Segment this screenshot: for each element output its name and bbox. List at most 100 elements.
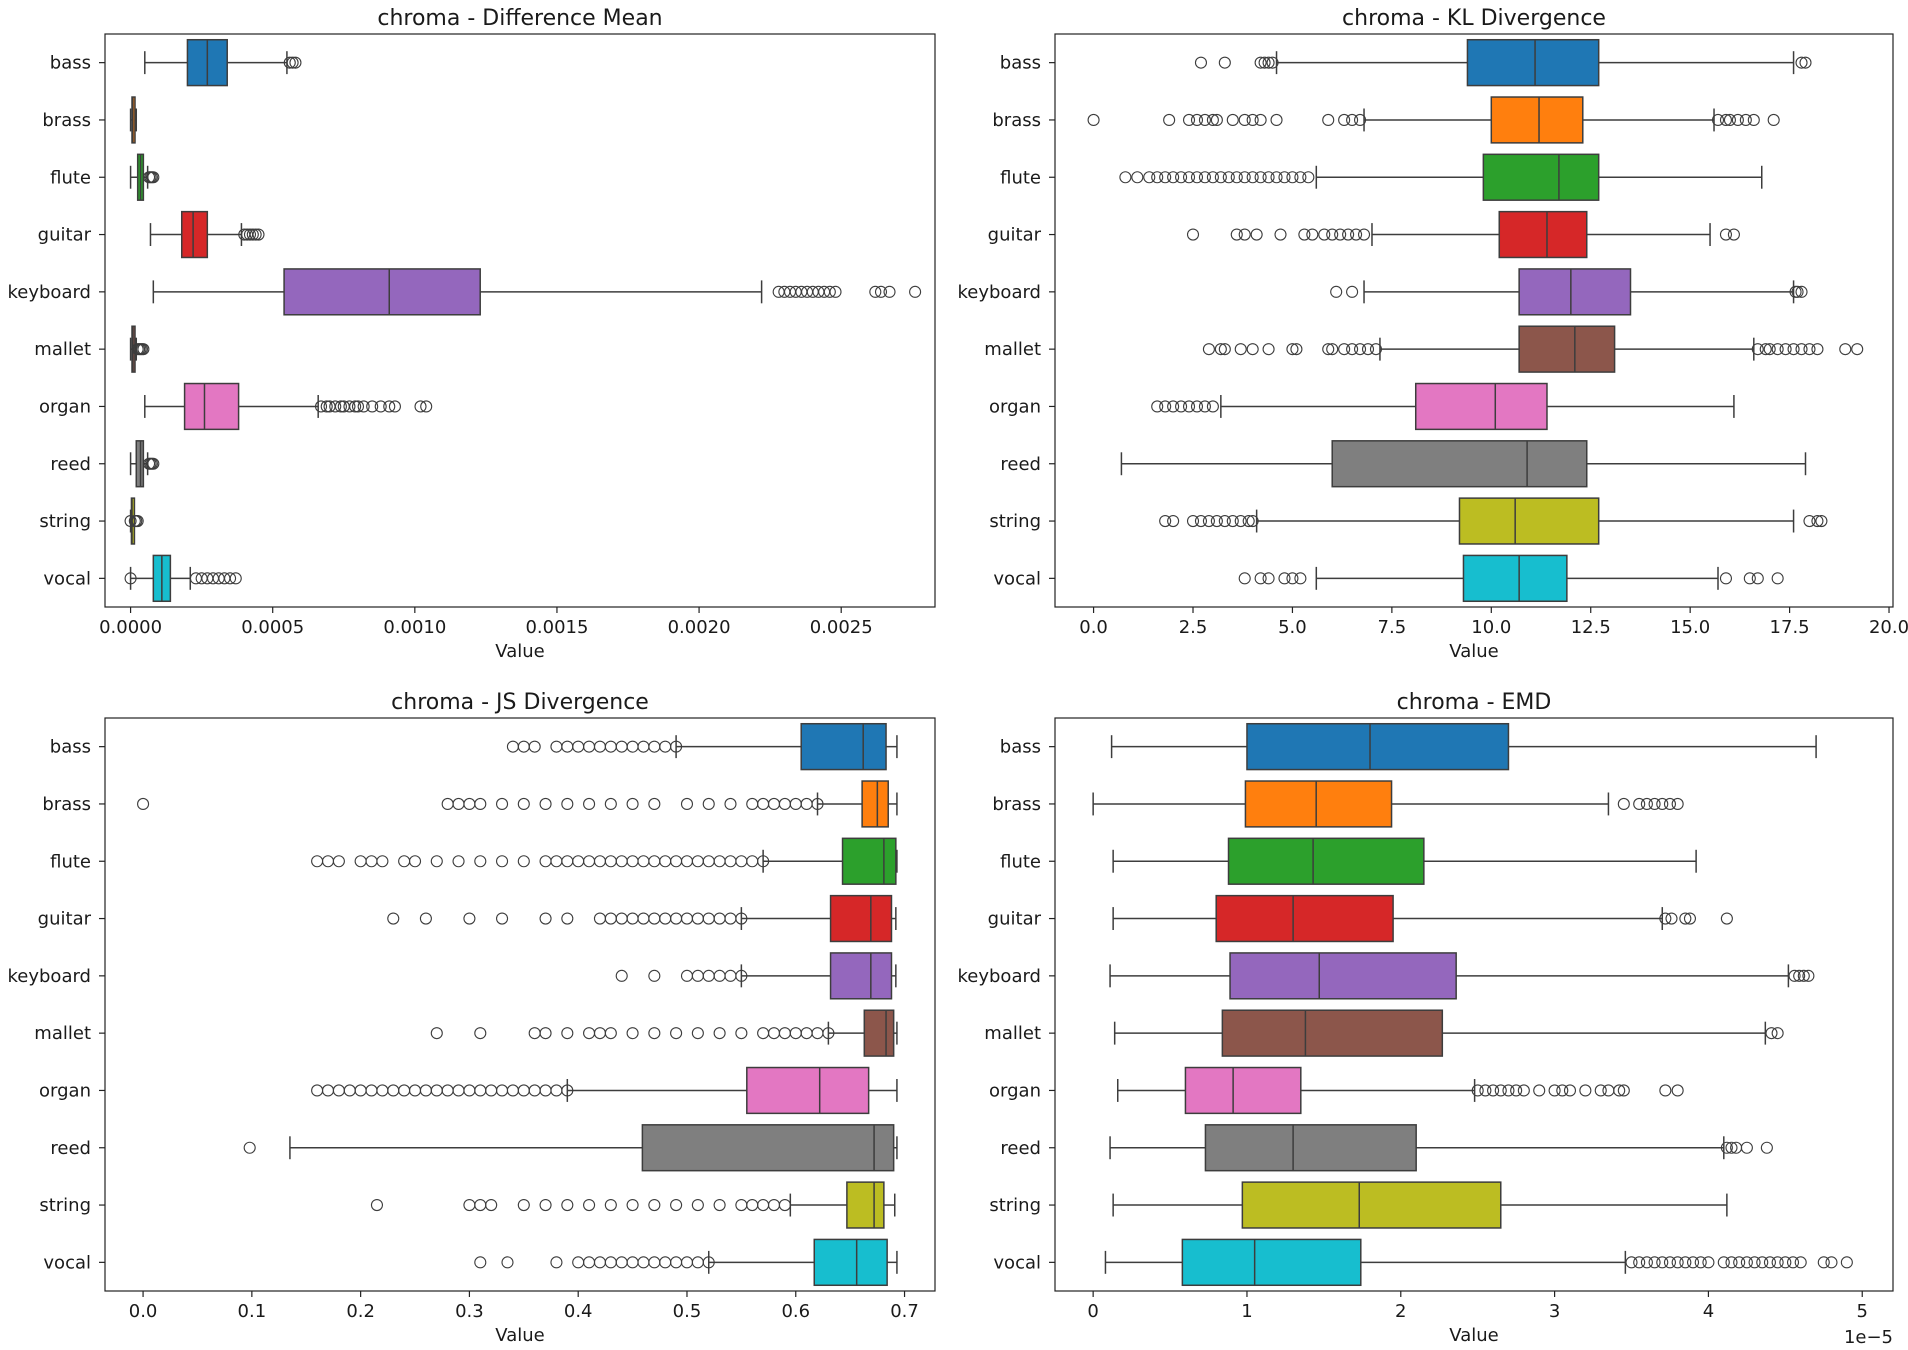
- outlier-point: [1230, 228, 1243, 241]
- x-tick-label: 0.3: [455, 1301, 484, 1322]
- box-iqr: [1466, 38, 1600, 87]
- box-string: [1159, 497, 1828, 545]
- outlier-point: [1298, 228, 1311, 241]
- outlier-point: [329, 400, 342, 413]
- outlier-point: [604, 1199, 617, 1212]
- outlier-point: [1226, 514, 1239, 528]
- x-tick-label: 0.0: [1079, 617, 1108, 638]
- x-axis-label: Value: [495, 641, 544, 662]
- box-vocal: [124, 554, 242, 603]
- outlier-point: [286, 56, 299, 69]
- outlier-point: [1238, 113, 1251, 126]
- y-tick-label: string: [989, 511, 1041, 532]
- outlier-point: [1354, 343, 1367, 356]
- outlier-point: [1326, 228, 1339, 241]
- x-tick-label: 5.0: [1278, 617, 1307, 638]
- outlier-point: [1663, 1256, 1677, 1269]
- outlier-point: [1794, 1256, 1807, 1269]
- outlier-point: [1817, 1256, 1830, 1269]
- outlier-point: [1278, 171, 1291, 184]
- box-organ: [311, 1066, 898, 1115]
- outlier-point: [1330, 285, 1343, 298]
- box-iqr: [1229, 952, 1457, 1000]
- outlier-point: [1625, 1256, 1638, 1269]
- x-tick-label: 0.2: [346, 1301, 375, 1322]
- y-tick-label: vocal: [993, 568, 1041, 589]
- outlier-point: [357, 400, 370, 413]
- outlier-point: [1182, 171, 1196, 184]
- y-tick-label: flute: [1000, 851, 1041, 872]
- outlier-point: [334, 400, 347, 413]
- outlier-point: [1258, 56, 1271, 69]
- y-tick-label: brass: [992, 110, 1041, 131]
- y-tick-label: bass: [1000, 737, 1041, 758]
- outlier-point: [474, 1027, 487, 1040]
- outlier-point: [1671, 797, 1684, 811]
- box-iqr: [1221, 1009, 1444, 1057]
- y-tick-label: bass: [50, 53, 91, 74]
- outlier-point: [1751, 572, 1764, 585]
- outlier-point: [349, 400, 362, 413]
- outlier-point: [496, 797, 509, 811]
- outlier-point: [1751, 343, 1764, 356]
- box-iqr: [1518, 325, 1616, 373]
- outlier-point: [1719, 572, 1733, 585]
- outlier-point: [1198, 400, 1211, 413]
- outlier-point: [1719, 228, 1733, 241]
- box-iqr: [863, 1009, 895, 1057]
- box-bass: [1110, 722, 1817, 771]
- outlier-point: [1246, 514, 1259, 528]
- box-iqr: [813, 1238, 888, 1287]
- outlier-point: [1556, 1084, 1569, 1097]
- outlier-point: [648, 797, 661, 811]
- outlier-point: [517, 855, 530, 868]
- box-iqr: [1414, 382, 1548, 431]
- outlier-point: [1254, 171, 1267, 184]
- outlier-point: [1640, 797, 1653, 811]
- outlier-point: [1743, 572, 1756, 585]
- outlier-point: [376, 855, 389, 868]
- outlier-point: [1143, 171, 1156, 184]
- outlier-point: [1787, 343, 1800, 356]
- outlier-point: [1725, 1141, 1738, 1154]
- x-axis-label: Value: [1449, 641, 1498, 662]
- outlier-point: [1720, 912, 1733, 925]
- x-tick-label: 0.6: [781, 1301, 810, 1322]
- outlier-point: [1254, 113, 1267, 126]
- y-tick-label: organ: [39, 396, 91, 417]
- outlier-point: [366, 400, 379, 413]
- outlier-point: [1175, 400, 1188, 413]
- outlier-point: [1802, 969, 1815, 982]
- outlier-point: [1167, 400, 1180, 413]
- outlier-point: [1286, 343, 1299, 356]
- outlier-point: [823, 285, 836, 298]
- outlier-point: [224, 572, 237, 585]
- y-tick-label: vocal: [993, 1252, 1041, 1273]
- outlier-point: [1190, 113, 1204, 126]
- box-iqr: [1215, 894, 1394, 943]
- box-keyboard: [152, 268, 922, 316]
- chart-title: chroma - EMD: [1397, 690, 1552, 715]
- box-reed: [1109, 1124, 1773, 1172]
- outlier-point: [561, 1084, 574, 1097]
- outlier-point: [1246, 343, 1259, 356]
- box-iqr: [829, 894, 893, 943]
- outlier-point: [1791, 285, 1804, 298]
- y-tick-label: brass: [42, 110, 91, 131]
- outlier-point: [1659, 912, 1672, 925]
- outlier-point: [1686, 1256, 1700, 1269]
- outlier-point: [1163, 113, 1176, 126]
- outlier-point: [1815, 514, 1828, 528]
- box-iqr: [1518, 268, 1632, 316]
- outlier-point: [496, 855, 509, 868]
- outlier-point: [1797, 969, 1810, 982]
- outlier-point: [1286, 572, 1299, 585]
- outlier-point: [1167, 514, 1180, 528]
- outlier-point: [1119, 171, 1132, 184]
- outlier-point: [626, 1027, 639, 1040]
- box-organ: [1151, 382, 1735, 431]
- outlier-point: [1479, 1084, 1492, 1097]
- box-iqr: [641, 1124, 895, 1172]
- outlier-point: [517, 1199, 530, 1212]
- box-guitar: [387, 894, 897, 943]
